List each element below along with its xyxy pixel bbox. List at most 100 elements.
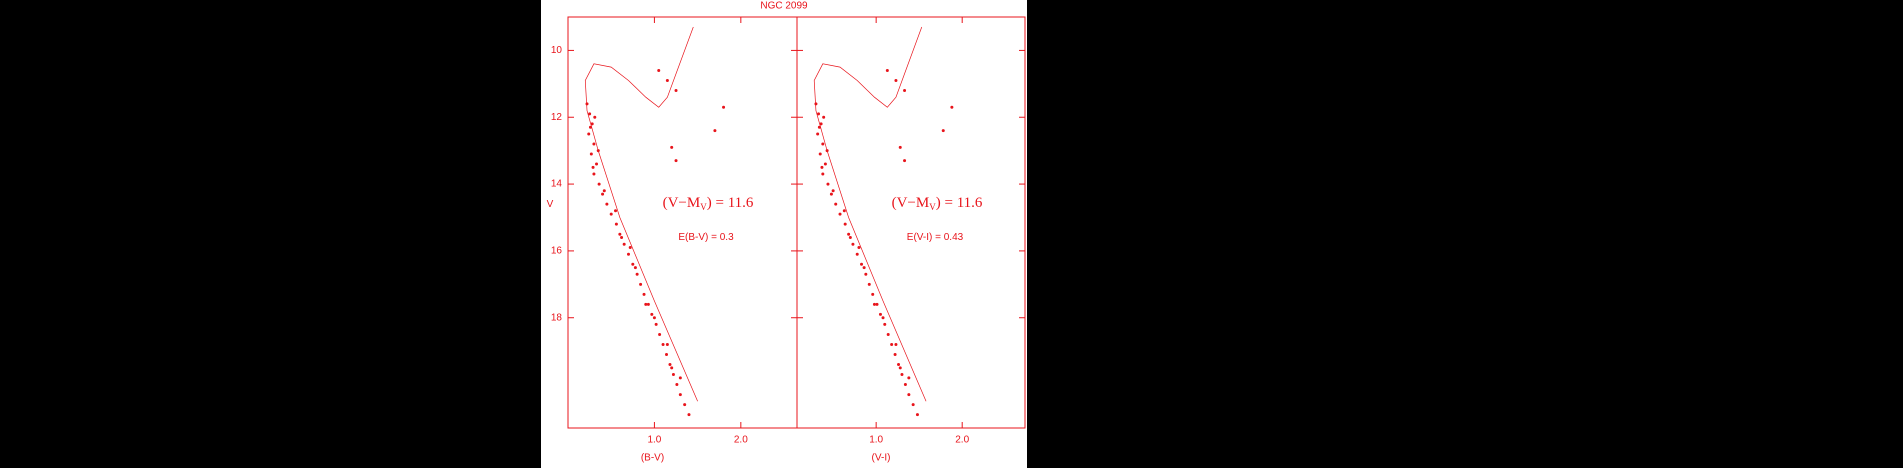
star (898, 145, 902, 149)
star (875, 302, 879, 306)
star (872, 302, 876, 306)
star (618, 232, 622, 236)
star (628, 246, 632, 250)
star (678, 393, 682, 397)
star (817, 112, 821, 116)
y-tick-label: 18 (551, 312, 563, 323)
star (819, 122, 823, 126)
star (851, 242, 855, 246)
star (834, 202, 838, 206)
star (670, 145, 674, 149)
star (646, 302, 650, 306)
y-tick-label: 16 (551, 246, 563, 257)
y-tick-label: 12 (551, 112, 563, 123)
isochrone (813, 26, 927, 402)
star (631, 262, 635, 266)
star (820, 165, 824, 169)
star (597, 182, 601, 186)
x-tick-label: 2.0 (955, 435, 969, 446)
reddening-note: E(V-I) = 0.43 (907, 232, 964, 243)
star (848, 236, 852, 240)
x-tick-label: 2.0 (734, 435, 748, 446)
star (867, 282, 871, 286)
star (622, 242, 626, 246)
star (894, 342, 898, 346)
star (829, 192, 833, 196)
annotation-part: (V−M (892, 196, 930, 212)
star (881, 316, 885, 320)
star (671, 373, 675, 377)
star (818, 152, 822, 156)
star (823, 162, 827, 166)
star (897, 363, 901, 367)
star (620, 236, 624, 240)
star (675, 383, 679, 387)
star (639, 282, 643, 286)
star (894, 78, 898, 82)
star (589, 152, 593, 156)
star (609, 212, 613, 216)
star (670, 366, 674, 370)
star (595, 162, 599, 166)
star (605, 202, 609, 206)
figure-background (541, 0, 1027, 468)
star (657, 68, 661, 72)
star (642, 292, 646, 296)
star (885, 68, 889, 72)
x-tick-label: 1.0 (647, 435, 661, 446)
star (588, 112, 592, 116)
star (898, 366, 902, 370)
distance-modulus: (V−MV) = 11.6 (892, 196, 983, 213)
star (687, 413, 691, 417)
star (886, 332, 890, 336)
star (654, 322, 658, 326)
star (911, 403, 915, 407)
annotation-part: ) = 11.6 (936, 196, 983, 212)
star (871, 292, 875, 296)
star (890, 342, 894, 346)
star (847, 232, 851, 236)
star (592, 142, 596, 146)
star (601, 192, 605, 196)
x-axis-label: (V-I) (872, 453, 891, 464)
star (593, 115, 597, 119)
star (883, 322, 887, 326)
annotation-subscript: V (700, 202, 707, 212)
star (941, 129, 945, 133)
star (665, 352, 669, 356)
annotation-part: ) = 11.6 (707, 196, 754, 212)
star (674, 89, 678, 93)
star (821, 142, 825, 146)
reddening-note: E(B-V) = 0.3 (678, 232, 734, 243)
star (602, 189, 606, 193)
star (950, 105, 954, 109)
star (644, 302, 648, 306)
annotation-part: (V−M (663, 196, 701, 212)
star (862, 266, 866, 270)
star (816, 132, 820, 136)
star (661, 342, 665, 346)
star (592, 172, 596, 176)
distance-modulus: (V−MV) = 11.6 (663, 196, 754, 213)
star (665, 342, 669, 346)
x-axis-label: (B-V) (641, 453, 664, 464)
star (900, 373, 904, 377)
star (855, 252, 859, 256)
star (674, 159, 678, 163)
star (903, 159, 907, 163)
star (635, 272, 639, 276)
star (713, 129, 717, 133)
star (821, 172, 825, 176)
star (591, 165, 595, 169)
star (903, 383, 907, 387)
star (915, 413, 919, 417)
y-axis-label: V (547, 199, 554, 210)
star (590, 122, 594, 126)
star (633, 266, 637, 270)
figure-title: NGC 2099 (760, 1, 808, 12)
star (826, 182, 830, 186)
star (722, 105, 726, 109)
star (668, 363, 672, 367)
